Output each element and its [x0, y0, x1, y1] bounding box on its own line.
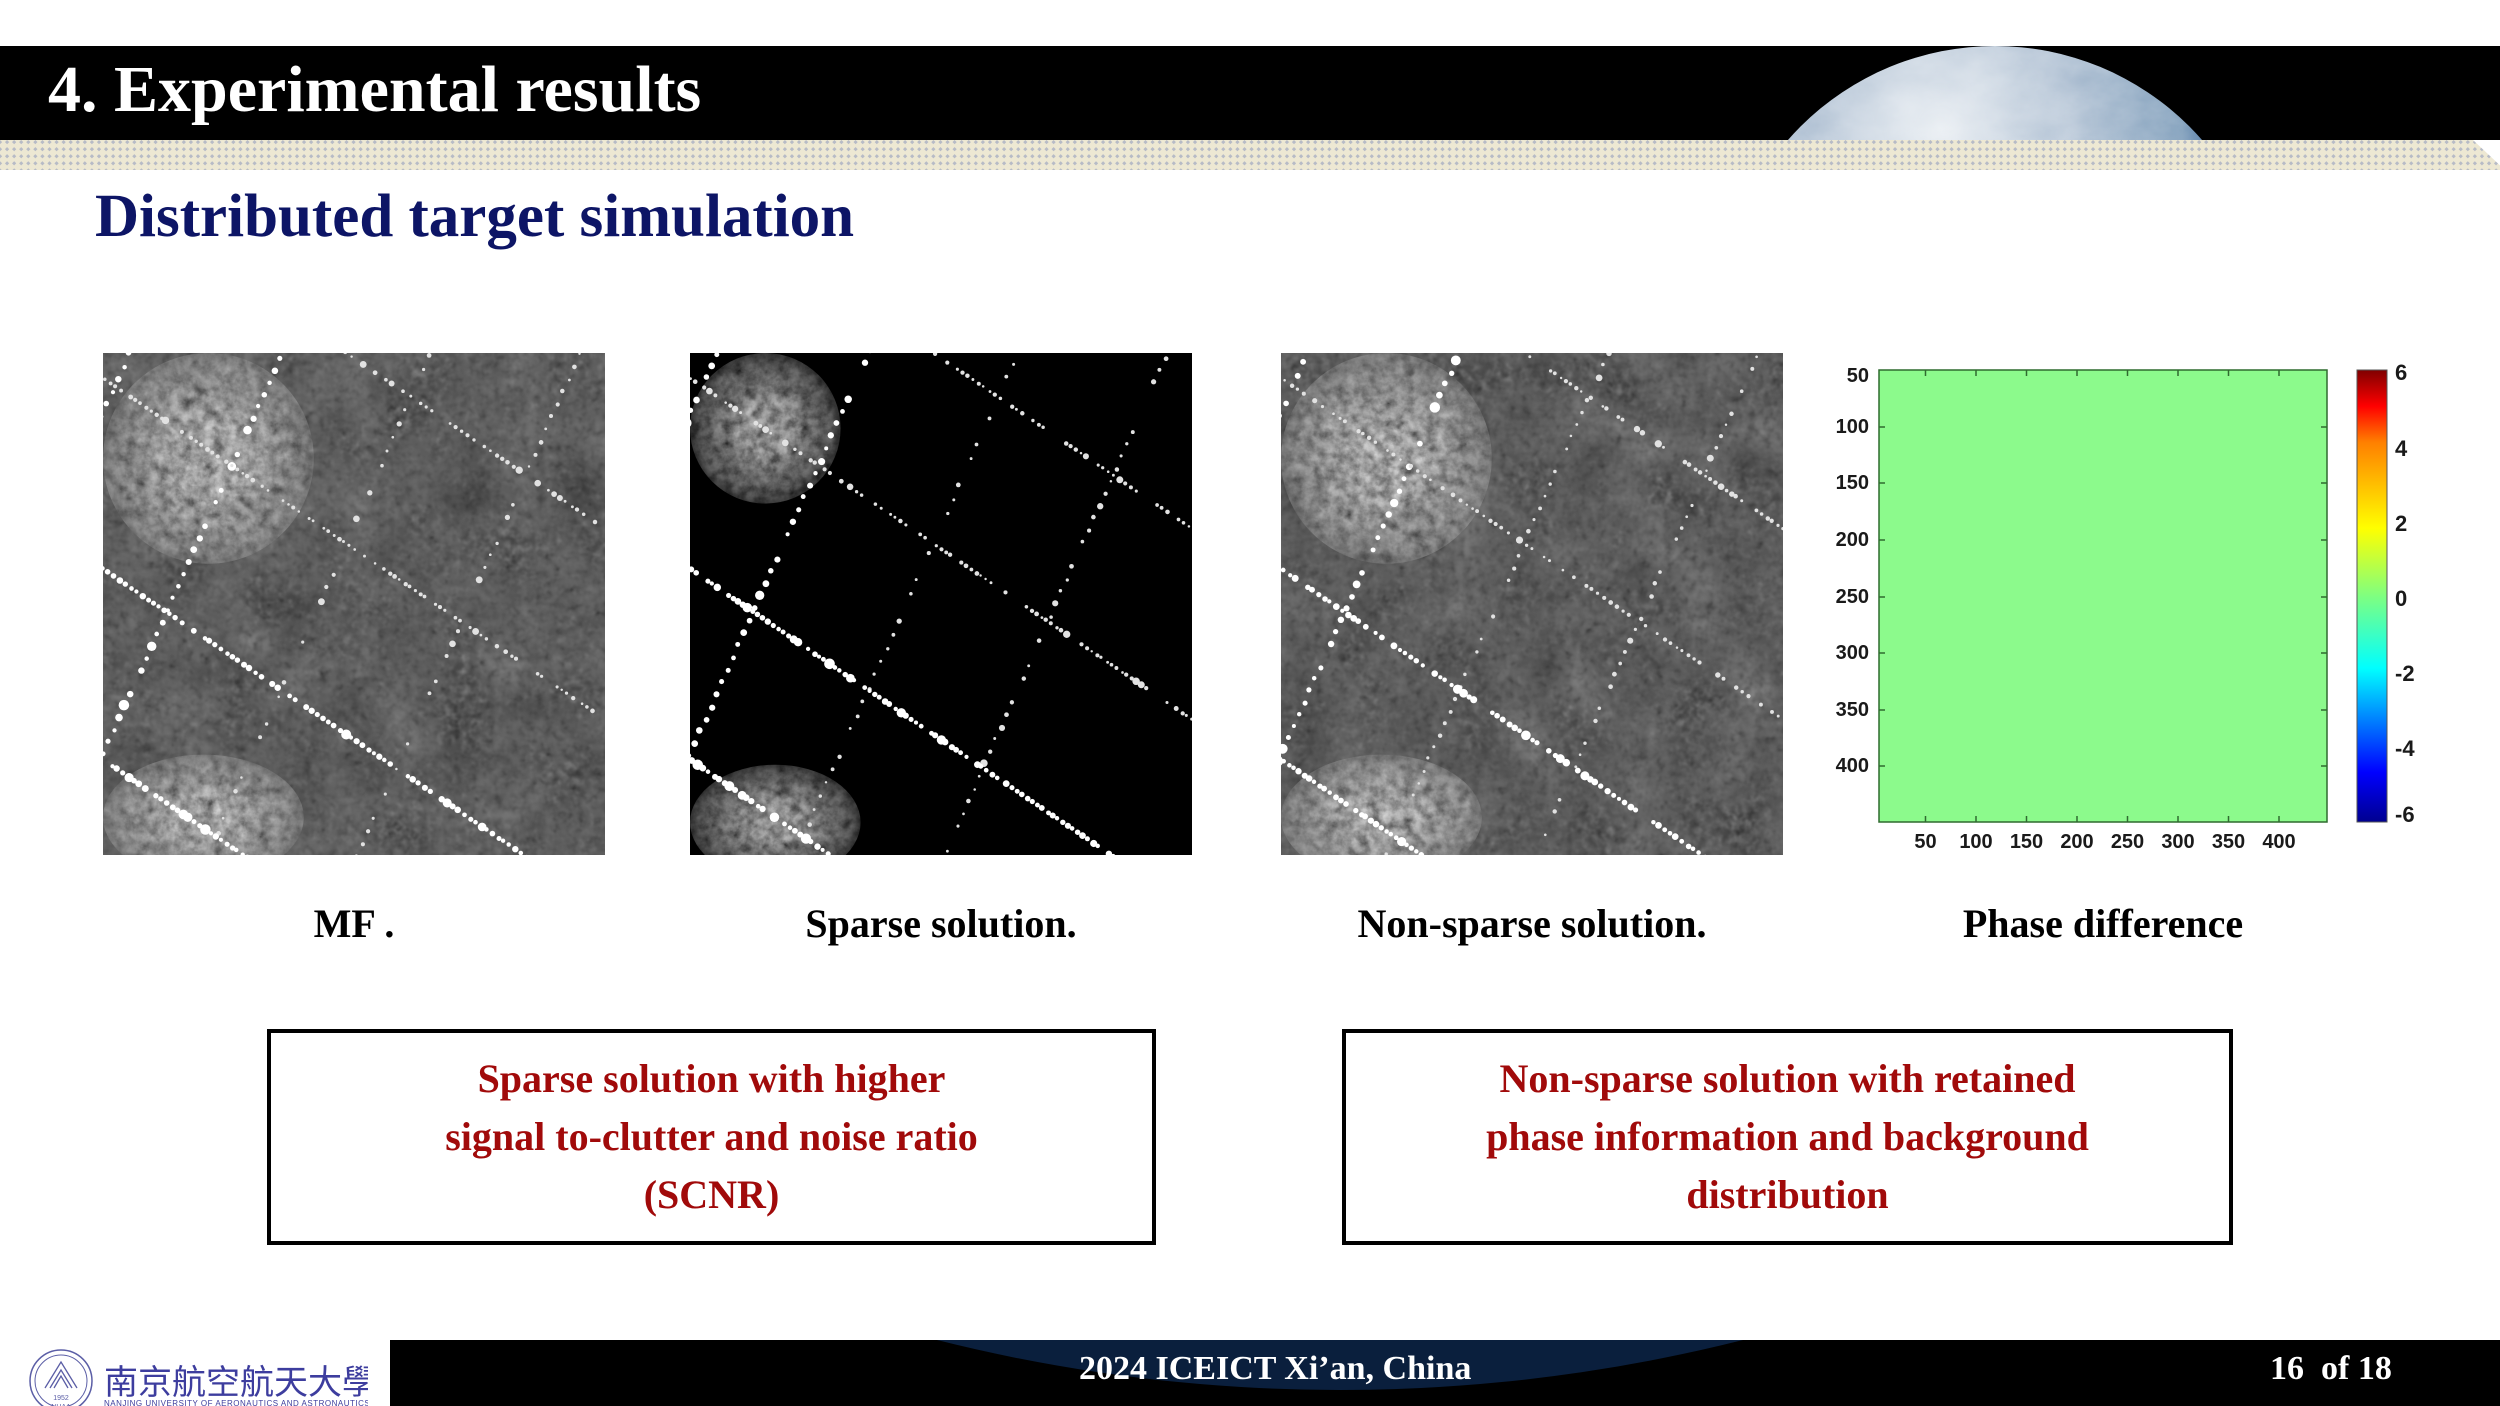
svg-text:200: 200	[2060, 831, 2093, 853]
svg-text:300: 300	[2161, 831, 2194, 853]
svg-text:100: 100	[1959, 831, 1992, 853]
svg-text:1952: 1952	[53, 1395, 69, 1402]
svg-text:150: 150	[1836, 472, 1869, 494]
svg-text:350: 350	[2212, 831, 2245, 853]
svg-text:6: 6	[2395, 360, 2407, 385]
svg-text:250: 250	[2111, 831, 2144, 853]
svg-text:-4: -4	[2395, 736, 2415, 761]
svg-text:4: 4	[2395, 436, 2408, 461]
svg-text:-6: -6	[2395, 802, 2415, 827]
svg-text:南京航空航天大學: 南京航空航天大學	[104, 1364, 368, 1402]
svg-text:0: 0	[2395, 586, 2407, 611]
svg-text:150: 150	[2010, 831, 2043, 853]
svg-text:300: 300	[1836, 642, 1869, 664]
svg-text:50: 50	[1847, 365, 1869, 387]
svg-text:50: 50	[1914, 831, 1936, 853]
svg-text:NANJING UNIVERSITY OF AERONAUT: NANJING UNIVERSITY OF AERONAUTICS AND AS…	[104, 1399, 368, 1406]
svg-text:200: 200	[1836, 529, 1869, 551]
svg-text:250: 250	[1836, 586, 1869, 608]
svg-text:400: 400	[1836, 755, 1869, 777]
svg-text:100: 100	[1836, 416, 1869, 438]
svg-text:400: 400	[2262, 831, 2295, 853]
svg-text:350: 350	[1836, 699, 1869, 721]
svg-text:-2: -2	[2395, 661, 2415, 686]
svg-text:2: 2	[2395, 511, 2407, 536]
